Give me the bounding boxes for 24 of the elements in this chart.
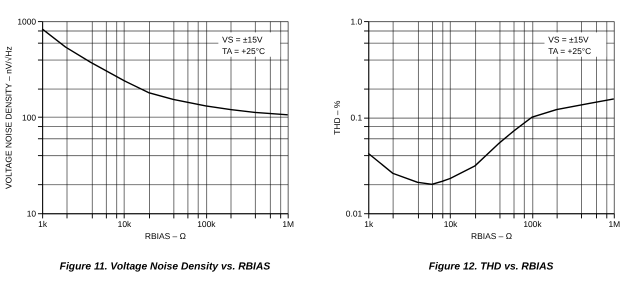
y-tick-label: 1000	[17, 16, 36, 26]
x-tick-label: 100k	[197, 218, 216, 229]
x-tick-label: 100k	[523, 218, 542, 229]
y-axis-title: THD – %	[332, 100, 342, 135]
y-tick-label: 1.0	[350, 16, 363, 26]
annotation: TA = +25°C	[222, 46, 266, 56]
annotation: TA = +25°C	[548, 46, 592, 56]
x-tick-label: 10k	[118, 218, 132, 229]
x-axis-title: RBIAS – Ω	[144, 231, 186, 242]
y-tick-label: 0.01	[346, 208, 362, 219]
y-tick-label: 0.1	[350, 112, 363, 122]
text: Figure 11. Voltage Noise Density vs. RBIAS	[60, 261, 270, 272]
x-tick-label: 1k	[38, 218, 48, 229]
y-tick-label: 10	[26, 208, 36, 219]
y-tick-label: 100	[22, 112, 36, 122]
x-tick-label: 1k	[364, 218, 374, 229]
y-axis-title: VOLTAGE NOISE DENSITY – nV/√Hz	[4, 46, 14, 190]
x-tick-label: 1M	[282, 218, 294, 229]
x-tick-label: 1M	[608, 218, 620, 229]
text: Figure 12. THD vs. RBIAS	[428, 261, 554, 272]
annotation: VS = ±15V	[548, 34, 590, 45]
x-tick-label: 10k	[444, 218, 458, 229]
x-axis-title: RBIAS – Ω	[471, 231, 512, 242]
annotation: VS = ±15V	[222, 34, 263, 45]
